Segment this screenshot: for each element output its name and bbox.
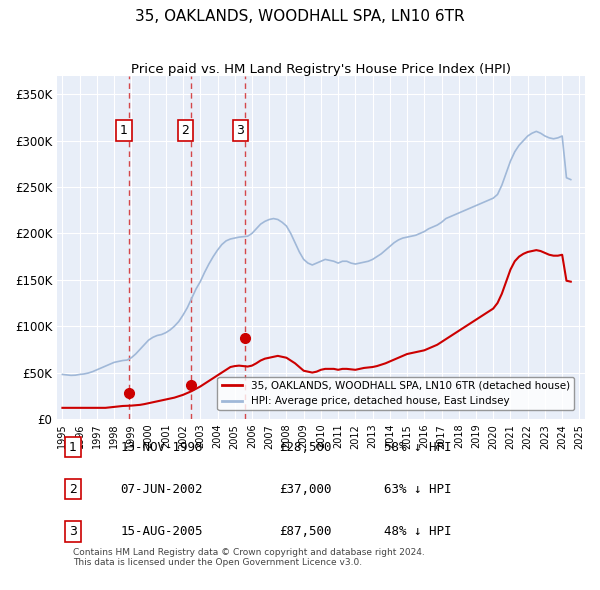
- Text: 07-JUN-2002: 07-JUN-2002: [121, 483, 203, 496]
- Text: 3: 3: [236, 124, 244, 137]
- Text: Contains HM Land Registry data © Crown copyright and database right 2024.
This d: Contains HM Land Registry data © Crown c…: [73, 548, 425, 567]
- Text: 13-NOV-1998: 13-NOV-1998: [121, 441, 203, 454]
- Text: £37,000: £37,000: [279, 483, 331, 496]
- Text: 1: 1: [69, 441, 77, 454]
- Text: 48% ↓ HPI: 48% ↓ HPI: [384, 525, 452, 538]
- Text: 58% ↓ HPI: 58% ↓ HPI: [384, 441, 452, 454]
- Text: 2: 2: [69, 483, 77, 496]
- Text: 3: 3: [69, 525, 77, 538]
- Text: 63% ↓ HPI: 63% ↓ HPI: [384, 483, 452, 496]
- Text: 35, OAKLANDS, WOODHALL SPA, LN10 6TR: 35, OAKLANDS, WOODHALL SPA, LN10 6TR: [135, 9, 465, 24]
- Text: 15-AUG-2005: 15-AUG-2005: [121, 525, 203, 538]
- Text: 2: 2: [182, 124, 190, 137]
- Title: Price paid vs. HM Land Registry's House Price Index (HPI): Price paid vs. HM Land Registry's House …: [131, 63, 511, 76]
- Text: 1: 1: [120, 124, 128, 137]
- Text: £87,500: £87,500: [279, 525, 331, 538]
- Text: £28,500: £28,500: [279, 441, 331, 454]
- Legend: 35, OAKLANDS, WOODHALL SPA, LN10 6TR (detached house), HPI: Average price, detac: 35, OAKLANDS, WOODHALL SPA, LN10 6TR (de…: [217, 377, 574, 410]
